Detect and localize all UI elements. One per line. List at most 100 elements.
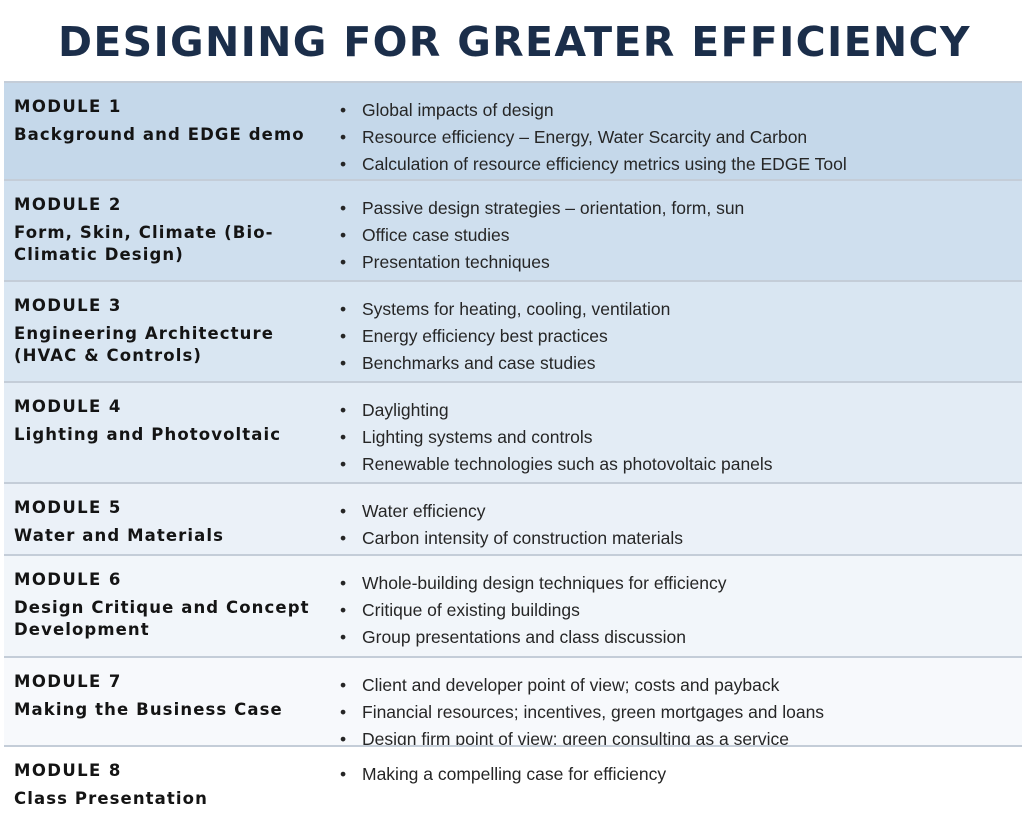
list-item: • Systems for heating, cooling, ventilati… [340, 296, 670, 323]
bullet-text: Critique of existing buildings [362, 600, 580, 620]
bullet-icon: • [340, 154, 347, 174]
bullet-list: • Water efficiency • Carbon intensity of c… [340, 498, 683, 552]
list-item: • Passive design strategies – orientation… [340, 195, 744, 222]
module-row-1: MODULE 1 Background and EDGE demo • Globa… [4, 83, 1022, 181]
bullet-icon: • [340, 600, 347, 620]
bullet-text: Benchmarks and case studies [362, 353, 596, 373]
list-item: • Client and developer point of view; cos… [340, 672, 824, 699]
bullet-text: Renewable technologies such as photovolt… [362, 454, 773, 474]
module-name: Engineering Architecture (HVAC & Control… [14, 324, 275, 365]
list-item: • Presentation techniques [340, 249, 744, 276]
list-item: • Calculation of resource efficiency metr… [340, 151, 847, 178]
bullet-text: Water efficiency [362, 501, 486, 521]
module-name: Water and Materials [14, 526, 225, 545]
bullet-icon: • [340, 702, 347, 722]
list-item: • Global impacts of design [340, 97, 847, 124]
module-header: MODULE 8 Class Presentation [14, 747, 334, 810]
bullet-icon: • [340, 501, 347, 521]
module-row-7: MODULE 7 Making the Business Case • Clien… [4, 658, 1022, 747]
bullet-text: Design firm point of view; green consult… [362, 729, 790, 747]
page-title: DESIGNING FOR GREATER EFFICIENCY [58, 18, 971, 66]
bullet-icon: • [340, 675, 347, 695]
list-item: • Daylighting [340, 397, 773, 424]
module-name: Making the Business Case [14, 700, 283, 719]
list-item: • Benchmarks and case studies [340, 350, 670, 377]
bullet-icon: • [340, 454, 347, 474]
bullet-icon: • [340, 627, 347, 647]
module-name: Lighting and Photovoltaic [14, 425, 282, 444]
bullet-text: Global impacts of design [362, 100, 554, 120]
list-item: • Resource efficiency – Energy, Water Sca… [340, 124, 847, 151]
list-item: • Carbon intensity of construction materi… [340, 525, 683, 552]
module-table: MODULE 1 Background and EDGE demo • Globa… [4, 81, 1022, 815]
bullet-text: Resource efficiency – Energy, Water Scar… [362, 127, 808, 147]
module-row-6: MODULE 6 Design Critique and Concept Dev… [4, 556, 1022, 658]
bullet-icon: • [340, 528, 347, 548]
bullet-text: Client and developer point of view; cost… [362, 675, 780, 695]
bullet-icon: • [340, 198, 347, 218]
module-header: MODULE 1 Background and EDGE demo [14, 83, 334, 146]
bullet-icon: • [340, 427, 347, 447]
bullet-icon: • [340, 729, 347, 747]
list-item: • Lighting systems and controls [340, 424, 773, 451]
module-name: Form, Skin, Climate (Bio-Climatic Design… [14, 223, 274, 264]
bullet-text: Energy efficiency best practices [362, 326, 608, 346]
list-item: • Whole-building design techniques for ef… [340, 570, 726, 597]
list-item: • Financial resources; incentives, green … [340, 699, 824, 726]
bullet-list: • Making a compelling case for efficiency [340, 761, 666, 788]
module-number: MODULE 1 [14, 97, 122, 116]
module-row-5: MODULE 5 Water and Materials • Water effi… [4, 484, 1022, 556]
bullet-icon: • [340, 573, 347, 593]
bullet-list: • Client and developer point of view; cos… [340, 672, 824, 747]
bullet-text: Whole-building design techniques for eff… [362, 573, 727, 593]
bullet-icon: • [340, 764, 347, 784]
bullet-text: Daylighting [362, 400, 449, 420]
module-header: MODULE 2 Form, Skin, Climate (Bio-Climat… [14, 181, 334, 266]
bullet-list: • Passive design strategies – orientation… [340, 195, 744, 276]
bullet-list: • Whole-building design techniques for ef… [340, 570, 726, 651]
bullet-text: Systems for heating, cooling, ventilatio… [362, 299, 671, 319]
bullet-icon: • [340, 225, 347, 245]
module-row-2: MODULE 2 Form, Skin, Climate (Bio-Climat… [4, 181, 1022, 282]
bullet-list: • Global impacts of design • Resource effi… [340, 97, 847, 178]
module-row-3: MODULE 3 Engineering Architecture (HVAC … [4, 282, 1022, 383]
list-item: • Water efficiency [340, 498, 683, 525]
bullet-text: Making a compelling case for efficiency [362, 764, 667, 784]
module-row-8: MODULE 8 Class Presentation • Making a co… [4, 747, 1022, 815]
bullet-icon: • [340, 400, 347, 420]
module-header: MODULE 7 Making the Business Case [14, 658, 334, 721]
bullet-text: Passive design strategies – orientation,… [362, 198, 745, 218]
bullet-list: • Systems for heating, cooling, ventilati… [340, 296, 670, 377]
list-item: • Energy efficiency best practices [340, 323, 670, 350]
module-header: MODULE 5 Water and Materials [14, 484, 334, 547]
bullet-list: • Daylighting • Lighting systems and contr… [340, 397, 773, 478]
bullet-text: Financial resources; incentives, green m… [362, 702, 825, 722]
list-item: • Critique of existing buildings [340, 597, 726, 624]
module-number: MODULE 7 [14, 672, 122, 691]
module-header: MODULE 3 Engineering Architecture (HVAC … [14, 282, 334, 367]
list-item: • Making a compelling case for efficiency [340, 761, 666, 788]
bullet-icon: • [340, 100, 347, 120]
module-number: MODULE 6 [14, 570, 122, 589]
list-item: • Office case studies [340, 222, 744, 249]
list-item: • Renewable technologies such as photovol… [340, 451, 773, 478]
module-name: Class Presentation [14, 789, 208, 808]
module-number: MODULE 3 [14, 296, 122, 315]
bullet-text: Carbon intensity of construction materia… [362, 528, 683, 548]
bullet-text: Office case studies [362, 225, 510, 245]
bullet-text: Calculation of resource efficiency metri… [362, 154, 847, 174]
module-row-4: MODULE 4 Lighting and Photovoltaic • Dayl… [4, 383, 1022, 484]
bullet-icon: • [340, 299, 347, 319]
bullet-text: Group presentations and class discussion [362, 627, 686, 647]
list-item: • Design firm point of view; green consul… [340, 726, 824, 747]
module-number: MODULE 8 [14, 761, 122, 780]
module-number: MODULE 5 [14, 498, 122, 517]
bullet-icon: • [340, 252, 347, 272]
module-header: MODULE 6 Design Critique and Concept Dev… [14, 556, 334, 641]
bullet-text: Presentation techniques [362, 252, 550, 272]
bullet-icon: • [340, 353, 347, 373]
module-number: MODULE 4 [14, 397, 122, 416]
module-name: Design Critique and Concept Development [14, 598, 310, 639]
module-header: MODULE 4 Lighting and Photovoltaic [14, 383, 334, 446]
module-number: MODULE 2 [14, 195, 122, 214]
